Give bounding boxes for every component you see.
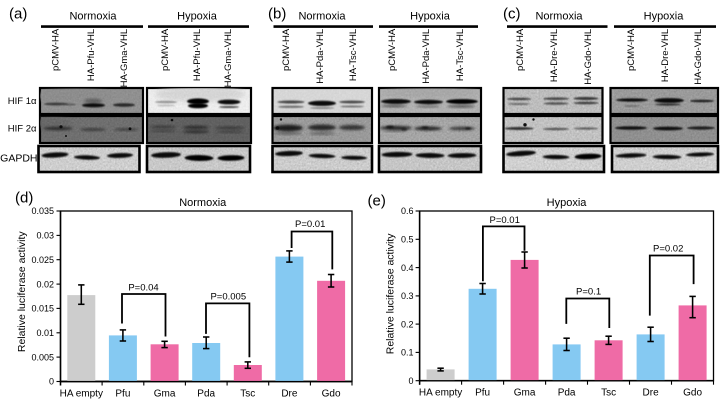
- svg-text:0.015: 0.015: [31, 304, 54, 314]
- svg-text:Relative luciferase activity: Relative luciferase activity: [385, 233, 397, 355]
- svg-text:Dre: Dre: [281, 389, 298, 400]
- svg-text:HA-Pfu-VHL: HA-Pfu-VHL: [192, 29, 203, 81]
- svg-text:0.2: 0.2: [401, 319, 414, 329]
- svg-text:Gdo: Gdo: [683, 388, 702, 399]
- svg-text:(d): (d): [15, 189, 33, 206]
- svg-text:HA-Gdo-VHL: HA-Gdo-VHL: [693, 29, 704, 85]
- svg-text:0.1: 0.1: [401, 348, 414, 358]
- svg-text:(a): (a): [9, 6, 27, 23]
- svg-text:Normoxia: Normoxia: [535, 10, 583, 22]
- svg-text:0.3: 0.3: [401, 291, 414, 301]
- svg-text:pCMV-HA: pCMV-HA: [281, 28, 292, 71]
- svg-text:Gma: Gma: [154, 389, 176, 400]
- svg-text:0.035: 0.035: [31, 206, 54, 216]
- svg-text:Tsc: Tsc: [601, 388, 616, 399]
- svg-text:HA-Gma-VHL: HA-Gma-VHL: [119, 29, 130, 88]
- svg-text:HA empty: HA empty: [419, 388, 462, 399]
- svg-text:HA-Tsc-VHL: HA-Tsc-VHL: [348, 29, 359, 81]
- svg-text:(c): (c): [503, 6, 521, 23]
- svg-text:Normoxia: Normoxia: [179, 197, 227, 209]
- svg-text:Hypoxia: Hypoxia: [644, 10, 685, 22]
- svg-text:HA-Pda-VHL: HA-Pda-VHL: [421, 29, 432, 84]
- svg-text:pCMV-HA: pCMV-HA: [51, 28, 62, 71]
- svg-text:(e): (e): [368, 193, 386, 210]
- svg-text:HA-Dre-VHL: HA-Dre-VHL: [549, 29, 560, 82]
- svg-text:HIF 1α: HIF 1α: [8, 96, 37, 107]
- svg-text:HA-Gdo-VHL: HA-Gdo-VHL: [583, 29, 594, 85]
- svg-text:0.03: 0.03: [36, 231, 54, 241]
- svg-text:HA-Dre-VHL: HA-Dre-VHL: [660, 29, 671, 82]
- svg-text:0.005: 0.005: [31, 352, 54, 362]
- svg-text:Pda: Pda: [197, 389, 215, 400]
- svg-text:Gma: Gma: [514, 388, 536, 399]
- svg-text:P=0.005: P=0.005: [210, 292, 246, 303]
- svg-text:HA-Gma-VHL: HA-Gma-VHL: [223, 29, 234, 88]
- svg-text:Pfu: Pfu: [115, 389, 130, 400]
- svg-text:Hypoxia: Hypoxia: [547, 197, 588, 209]
- svg-text:0: 0: [49, 377, 54, 387]
- svg-text:P=0.1: P=0.1: [576, 287, 601, 298]
- svg-text:0.5: 0.5: [401, 235, 414, 245]
- svg-text:Normoxia: Normoxia: [298, 10, 346, 22]
- svg-text:0.02: 0.02: [36, 279, 54, 289]
- svg-text:pCMV-HA: pCMV-HA: [387, 28, 398, 71]
- svg-text:Relative luciferase activity: Relative luciferase activity: [16, 231, 28, 353]
- svg-text:pCMV-HA: pCMV-HA: [626, 28, 637, 71]
- svg-text:P=0.01: P=0.01: [295, 219, 325, 230]
- svg-text:GAPDH: GAPDH: [0, 153, 37, 165]
- svg-text:Gdo: Gdo: [322, 389, 341, 400]
- svg-text:HIF 2α: HIF 2α: [8, 124, 37, 135]
- svg-text:0.4: 0.4: [401, 263, 414, 273]
- svg-text:Pfu: Pfu: [475, 388, 490, 399]
- svg-text:Tsc: Tsc: [240, 389, 255, 400]
- svg-text:0.6: 0.6: [401, 206, 414, 216]
- svg-text:0.025: 0.025: [31, 255, 54, 265]
- svg-text:P=0.02: P=0.02: [653, 244, 683, 255]
- svg-text:HA-Pda-VHL: HA-Pda-VHL: [315, 29, 326, 84]
- svg-text:P=0.01: P=0.01: [490, 215, 520, 226]
- svg-text:Pda: Pda: [558, 388, 576, 399]
- svg-text:pCMV-HA: pCMV-HA: [160, 28, 171, 71]
- svg-text:HA empty: HA empty: [60, 389, 103, 400]
- svg-text:Hypoxia: Hypoxia: [177, 10, 218, 22]
- svg-text:HA-Tsc-VHL: HA-Tsc-VHL: [455, 29, 466, 81]
- svg-text:Normoxia: Normoxia: [69, 10, 117, 22]
- svg-text:Hypoxia: Hypoxia: [410, 10, 451, 22]
- svg-text:Dre: Dre: [643, 388, 660, 399]
- svg-text:pCMV-HA: pCMV-HA: [515, 28, 526, 71]
- svg-text:0.01: 0.01: [36, 328, 54, 338]
- svg-text:0: 0: [408, 376, 413, 386]
- svg-text:(b): (b): [268, 6, 286, 23]
- svg-text:HA-Pfu-VHL: HA-Pfu-VHL: [86, 29, 97, 81]
- svg-text:P=0.04: P=0.04: [128, 282, 158, 293]
